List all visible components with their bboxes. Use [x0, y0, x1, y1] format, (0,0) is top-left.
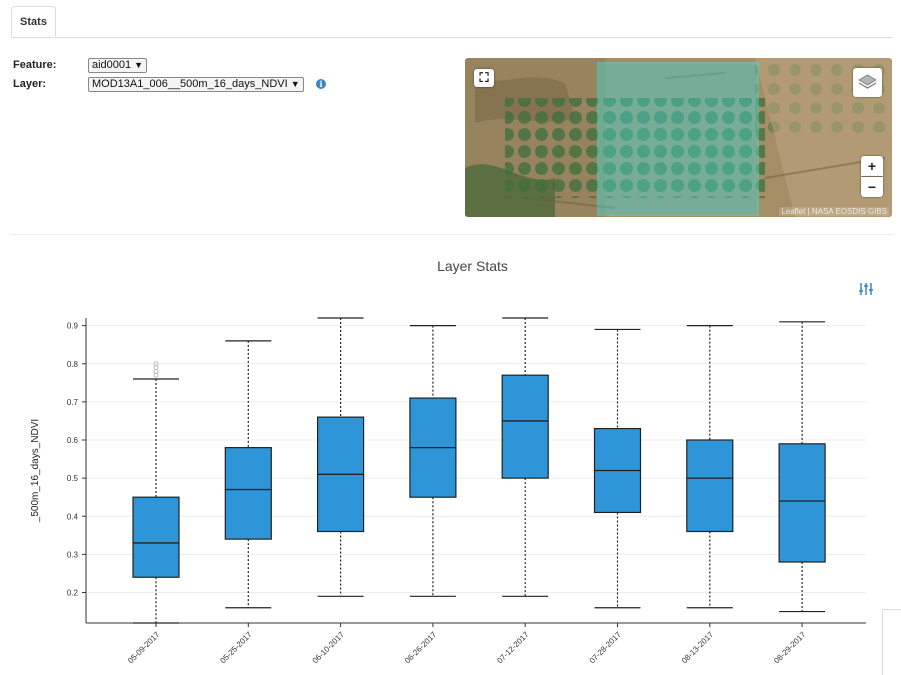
y-tick-label: 0.5 [67, 474, 79, 483]
info-icon[interactable]: i [316, 79, 326, 89]
y-tick-label: 0.4 [67, 512, 79, 521]
layer-label: Layer: [13, 78, 47, 90]
y-tick-label: 0.7 [67, 398, 79, 407]
x-tick-label: 08-13-2017 [680, 630, 716, 666]
caret-down-icon: ▼ [134, 60, 144, 70]
x-tick-label: 06-10-2017 [311, 630, 347, 666]
outlier-point [153, 361, 159, 367]
feature-select-value: aid0001 [92, 59, 132, 71]
x-tick-label: 05-25-2017 [218, 630, 254, 666]
layer-select-value: MOD13A1_006__500m_16_days_NDVI [92, 78, 288, 90]
zoom-out-button[interactable]: − [861, 177, 883, 197]
tab-bar: Stats [11, 6, 893, 38]
caret-down-icon: ▼ [290, 79, 300, 89]
box-08-29-2017 [778, 321, 826, 613]
box-08-13-2017 [686, 325, 734, 609]
map-attribution[interactable]: Leaflet | NASA EOSDIS GIBS [779, 207, 889, 216]
layers-icon[interactable] [853, 68, 882, 97]
x-tick-label: 07-12-2017 [495, 630, 531, 666]
y-tick-label: 0.3 [67, 550, 79, 559]
satellite-imagery [465, 58, 892, 217]
box-iqr [778, 443, 826, 563]
box-iqr [224, 447, 272, 540]
x-tick-label: 08-29-2017 [772, 630, 808, 666]
y-tick-label: 0.2 [67, 589, 79, 598]
corner-panel [882, 609, 901, 675]
feature-label: Feature: [13, 59, 57, 71]
box-07-12-2017 [501, 317, 549, 597]
fullscreen-icon[interactable]: ⛶ [474, 69, 494, 87]
chart-title: Layer Stats [437, 258, 508, 274]
map-view[interactable]: ⛶ + − Leaflet | NASA EOSDIS GIBS [465, 58, 892, 217]
x-tick-label: 07-28-2017 [588, 630, 624, 666]
y-tick-label: 0.8 [67, 360, 79, 369]
box-05-09-2017 [132, 361, 180, 624]
box-plot-chart: 0.2 0.3 0.4 0.5 0.6 0.7 0.8 0.9 _500m_16_days_ND… [30, 317, 866, 666]
tab-stats[interactable]: Stats [11, 6, 56, 37]
zoom-in-button[interactable]: + [861, 156, 883, 176]
box-07-28-2017 [593, 328, 642, 609]
box-iqr [686, 439, 734, 533]
feature-select[interactable]: aid0001 ▼ [88, 58, 148, 73]
layer-select[interactable]: MOD13A1_006__500m_16_days_NDVI ▼ [88, 77, 304, 92]
y-axis-label: _500m_16_days_NDVI [30, 419, 41, 523]
chart-tools-icon[interactable] [858, 282, 874, 296]
box-05-25-2017 [224, 340, 272, 609]
box-iqr [132, 496, 180, 578]
section-divider [11, 234, 893, 235]
x-tick-label: 05-09-2017 [126, 630, 162, 666]
y-tick-label: 0.6 [67, 436, 79, 445]
x-tick-label: 06-26-2017 [403, 630, 439, 666]
box-06-10-2017 [317, 317, 365, 597]
box-iqr [501, 374, 549, 479]
y-tick-label: 0.9 [67, 322, 79, 331]
box-06-26-2017 [409, 325, 457, 597]
